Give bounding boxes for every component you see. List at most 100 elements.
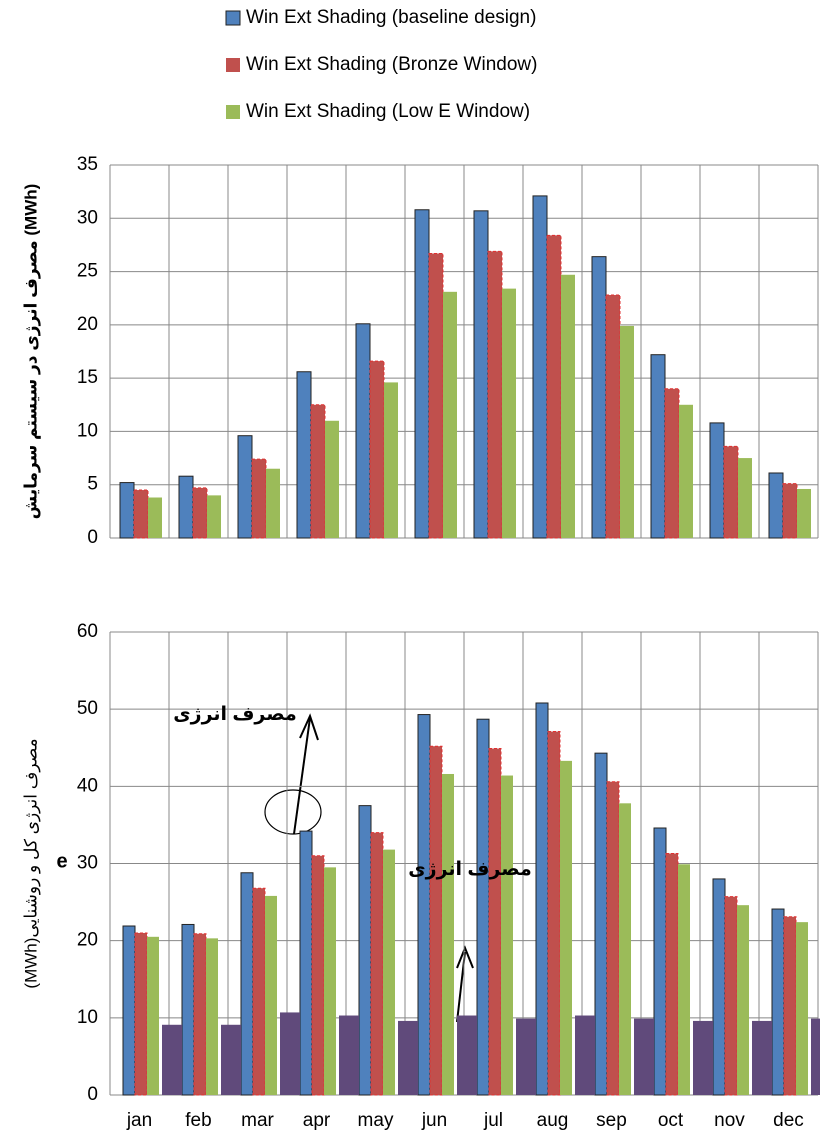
bar	[148, 497, 162, 538]
bar	[414, 209, 430, 539]
bar	[265, 895, 277, 1095]
y-tick-label: 5	[87, 474, 98, 495]
bar	[532, 195, 548, 539]
x-tick-label: mar	[241, 1110, 274, 1131]
bar	[797, 488, 811, 538]
y-tick-label: 0	[87, 527, 98, 548]
y-tick-label: 0	[87, 1084, 98, 1105]
bar	[768, 472, 784, 539]
bar	[709, 422, 725, 539]
bar	[575, 1015, 595, 1095]
bar	[370, 832, 384, 1096]
bar	[723, 445, 739, 539]
bar	[251, 458, 267, 539]
y-tick-label: 10	[77, 1007, 98, 1028]
bar	[299, 830, 313, 1096]
x-tick-label: oct	[658, 1110, 684, 1131]
bar	[133, 489, 149, 539]
x-tick-label: apr	[303, 1110, 331, 1131]
annotation: e	[56, 850, 67, 872]
y-tick-label: 10	[77, 420, 98, 441]
bar	[724, 896, 738, 1096]
bar	[665, 852, 679, 1096]
legend-swatch	[226, 105, 240, 119]
bar	[192, 487, 208, 539]
bar	[501, 775, 513, 1095]
bar	[162, 1024, 182, 1095]
bar	[738, 458, 752, 538]
bar	[782, 483, 798, 539]
bar	[561, 274, 575, 538]
bar	[181, 923, 195, 1096]
bar	[280, 1012, 300, 1095]
x-tick-label: jul	[483, 1110, 503, 1131]
x-tick-label: sep	[596, 1110, 627, 1131]
bar	[594, 752, 608, 1096]
legend-label: Win Ext Shading (Low E Window)	[246, 101, 530, 122]
bar	[206, 938, 218, 1095]
bar	[384, 382, 398, 538]
bar	[606, 781, 620, 1096]
bar	[252, 887, 266, 1096]
x-tick-label: dec	[773, 1110, 804, 1131]
bar	[620, 325, 634, 538]
bar	[325, 420, 339, 538]
bar	[678, 864, 690, 1095]
y-tick-label: 20	[77, 930, 98, 951]
bar	[193, 933, 207, 1096]
bar	[296, 371, 312, 539]
bar	[134, 932, 148, 1096]
bar	[417, 714, 431, 1096]
x-tick-label: jan	[126, 1110, 152, 1131]
bar	[369, 360, 385, 539]
bar	[358, 805, 372, 1096]
bar	[207, 495, 221, 538]
bar	[693, 1020, 713, 1095]
bar	[240, 872, 254, 1096]
bar	[535, 702, 549, 1096]
bar	[266, 468, 280, 538]
bar	[122, 925, 136, 1096]
bar	[442, 773, 454, 1095]
annotation: مصرف انرژی	[173, 704, 296, 725]
bar	[429, 745, 443, 1096]
highlight-ellipse	[264, 789, 322, 835]
bar	[339, 1015, 359, 1095]
arrow-head	[456, 945, 474, 969]
legend-swatch	[225, 10, 241, 26]
y-tick-label: 20	[77, 314, 98, 335]
bar	[560, 760, 572, 1095]
bar	[737, 905, 749, 1095]
y-tick-label: 30	[77, 853, 98, 874]
bar	[783, 916, 797, 1096]
y-tick-label: 25	[77, 261, 98, 282]
bar	[712, 878, 726, 1096]
bar	[650, 354, 666, 539]
bar	[221, 1024, 241, 1095]
bar	[653, 827, 667, 1096]
legend-label: Win Ext Shading (baseline design)	[246, 7, 536, 28]
bar	[147, 936, 159, 1095]
bar	[324, 867, 336, 1095]
bar	[796, 922, 808, 1095]
y-tick-label: 30	[77, 207, 98, 228]
bar	[547, 731, 561, 1096]
bar	[311, 855, 325, 1096]
y-tick-label: 50	[77, 698, 98, 719]
y-axis-label: مصرف انرژی در سیستم سرمایش (MWh)	[21, 184, 41, 520]
bar	[502, 288, 516, 538]
y-tick-label: 35	[77, 154, 98, 175]
bar	[488, 748, 502, 1096]
y-tick-label: 40	[77, 775, 98, 796]
arrow-head	[299, 713, 319, 741]
bar	[355, 323, 371, 539]
legend-swatch	[226, 58, 240, 72]
x-tick-label: jun	[421, 1110, 447, 1131]
bar	[383, 849, 395, 1095]
bar	[119, 482, 135, 539]
legend-label: Win Ext Shading (Bronze Window)	[246, 54, 537, 75]
bar	[634, 1018, 654, 1095]
y-tick-label: 60	[77, 621, 98, 642]
bar	[428, 252, 444, 539]
